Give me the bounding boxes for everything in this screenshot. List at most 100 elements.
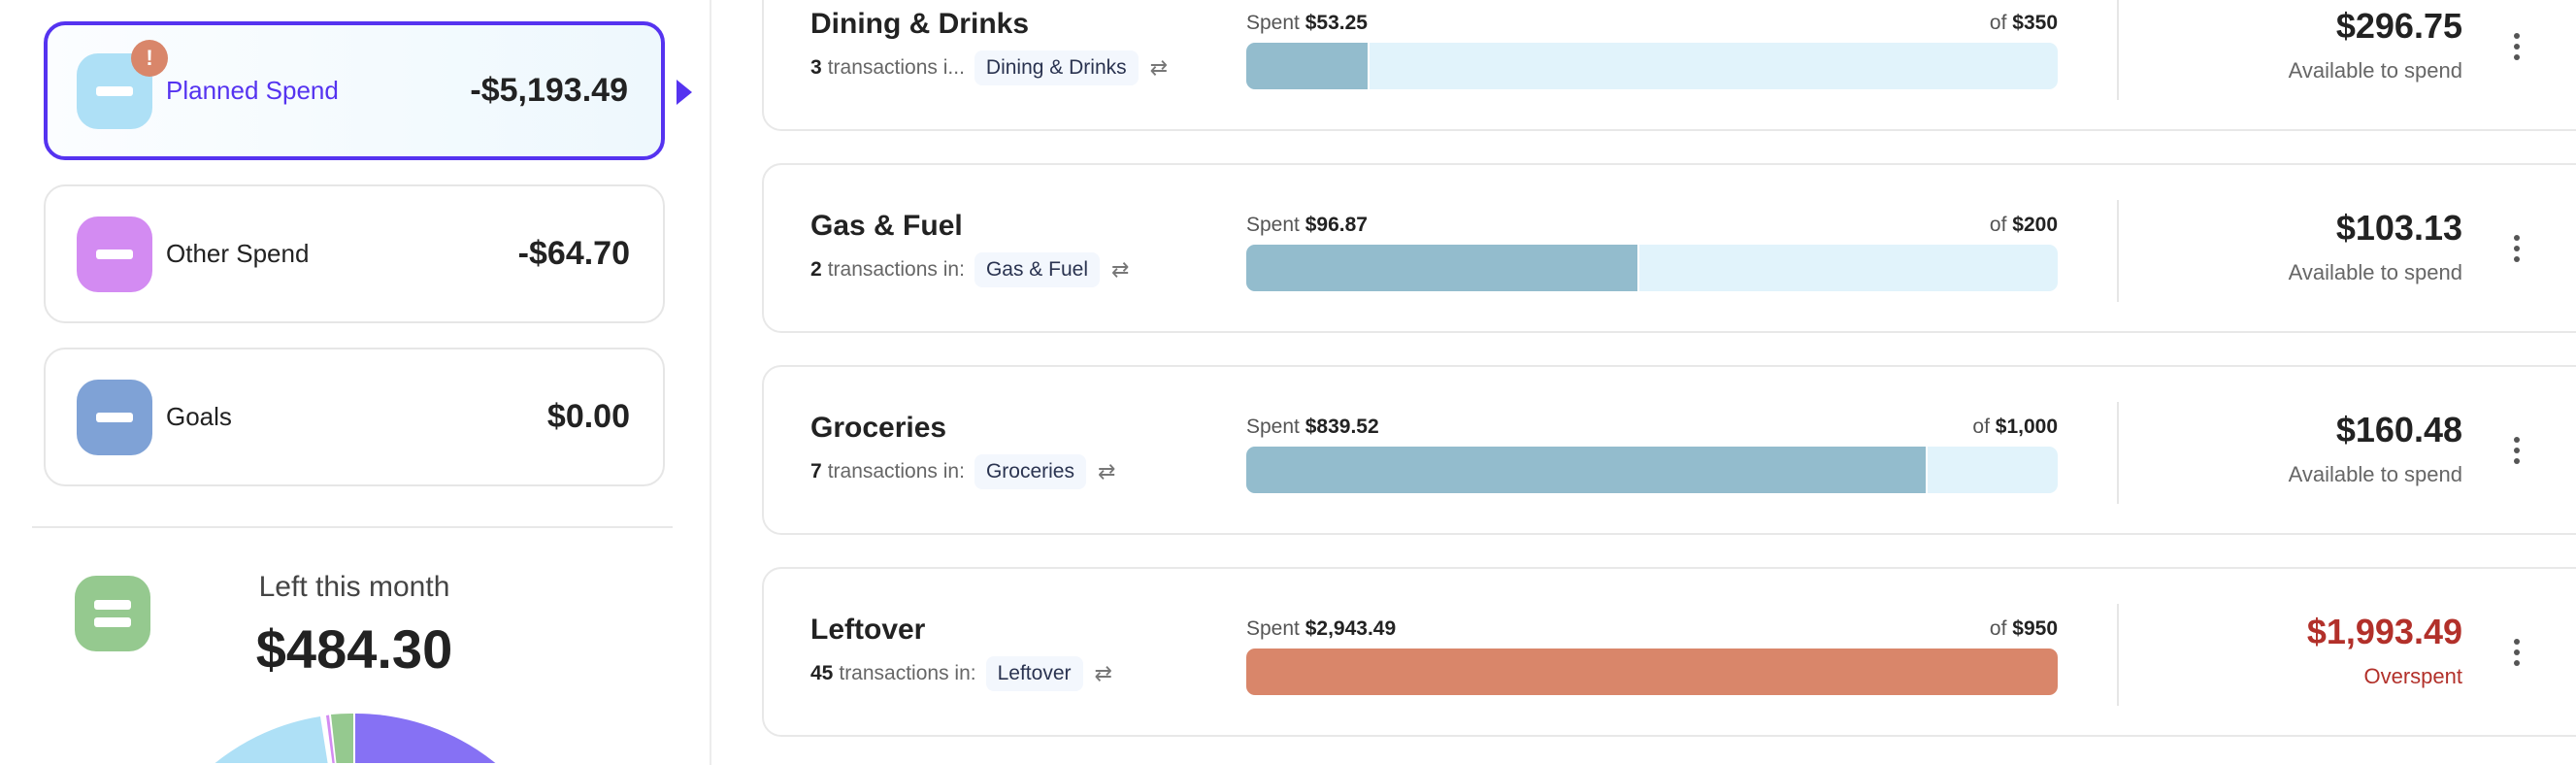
divider xyxy=(2117,604,2119,706)
pie-slice-pink xyxy=(326,715,335,763)
progress-fill xyxy=(1246,43,1371,89)
category-group-icon: ! xyxy=(77,39,168,129)
transaction-count: 45 xyxy=(810,662,834,684)
spent-label: Spent $53.25 xyxy=(1246,12,1368,35)
transactions-summary: 2 transactions in: Gas & Fuel ⇄ xyxy=(810,252,1130,287)
category-title: Leftover xyxy=(810,614,926,646)
left-this-month-label: Left this month xyxy=(258,571,450,603)
of-prefix: of xyxy=(1989,214,2007,236)
category-title: Dining & Drinks xyxy=(810,8,1030,40)
available-label: Available to spend xyxy=(2288,462,2462,486)
pie-slice-green xyxy=(331,714,353,763)
summary-label: Goals xyxy=(166,402,232,431)
transaction-text[interactable]: transactions i... xyxy=(827,56,965,79)
budget-amount: $350 xyxy=(2012,12,2058,34)
category-title: Groceries xyxy=(810,412,947,444)
more-options-icon[interactable] xyxy=(2511,639,2523,666)
category-chip[interactable]: Groceries xyxy=(974,454,1086,489)
repeat-icon[interactable]: ⇄ xyxy=(1094,661,1112,685)
progress-fill xyxy=(1246,649,2058,695)
repeat-icon[interactable]: ⇄ xyxy=(1110,257,1130,282)
spent-label: Spent $96.87 xyxy=(1246,214,1368,237)
summary-label: Planned Spend xyxy=(166,76,339,105)
more-options-icon[interactable] xyxy=(2511,33,2523,60)
summary-label: Other Spend xyxy=(166,239,310,268)
divider xyxy=(2117,200,2119,302)
spent-prefix: Spent xyxy=(1246,617,1300,640)
summary-card-planned-spend[interactable]: ! Planned Spend -$5,193.49 xyxy=(44,21,665,160)
budget-amount: $200 xyxy=(2012,214,2058,236)
spent-label: Spent $839.52 xyxy=(1246,416,1379,439)
transaction-text[interactable]: transactions in: xyxy=(839,662,976,684)
summary-amount: $0.00 xyxy=(546,398,630,435)
budget-label: of $350 xyxy=(1864,12,2058,35)
summary-card-other-spend[interactable]: Other Spend -$64.70 xyxy=(44,184,665,323)
category-title: Gas & Fuel xyxy=(810,210,963,242)
category-card[interactable]: Groceries 7 transactions in: Groceries ⇄… xyxy=(762,365,2576,535)
pie-slice-purple xyxy=(355,714,496,763)
available-amount: $1,993.49 xyxy=(2306,612,2462,651)
of-prefix: of xyxy=(1972,416,1990,438)
transaction-count: 3 xyxy=(810,56,822,79)
summary-panel: ! Planned Spend -$5,193.49 Other Spend -… xyxy=(0,0,711,765)
alert-icon: ! xyxy=(131,39,168,77)
transaction-count: 7 xyxy=(810,460,822,482)
summary-amount: -$64.70 xyxy=(517,235,630,272)
progress-bar xyxy=(1246,245,2058,291)
category-chip[interactable]: Dining & Drinks xyxy=(974,50,1139,85)
progress-fill xyxy=(1246,245,1639,291)
budget-label: of $200 xyxy=(1864,214,2058,237)
available-amount: $296.75 xyxy=(2335,6,2462,46)
spent-prefix: Spent xyxy=(1246,214,1300,236)
spent-amount: $839.52 xyxy=(1305,416,1379,438)
transaction-text[interactable]: transactions in: xyxy=(827,258,965,281)
available-label: Available to spend xyxy=(2288,260,2462,284)
pie-slice-light-blue xyxy=(215,716,328,763)
divider xyxy=(2117,402,2119,504)
more-options-icon[interactable] xyxy=(2511,235,2523,262)
progress-bar xyxy=(1246,447,2058,493)
category-card[interactable]: Gas & Fuel 2 transactions in: Gas & Fuel… xyxy=(762,163,2576,333)
budget-label: of $950 xyxy=(1864,617,2058,641)
transactions-summary: 3 transactions i... Dining & Drinks ⇄ xyxy=(810,50,1169,85)
budget-label: of $1,000 xyxy=(1864,416,2058,439)
summary-amount: -$5,193.49 xyxy=(470,72,628,109)
progress-bar xyxy=(1246,649,2058,695)
divider xyxy=(2117,0,2119,100)
category-group-icon xyxy=(77,216,152,292)
transactions-summary: 7 transactions in: Groceries ⇄ xyxy=(810,454,1116,489)
budget-pie-chart xyxy=(215,714,496,763)
summary-card-goals[interactable]: Goals $0.00 xyxy=(44,348,665,486)
left-this-month-icon xyxy=(75,576,150,651)
budget-amount: $1,000 xyxy=(1995,416,2058,438)
left-this-month-amount: $484.30 xyxy=(255,618,453,680)
spent-prefix: Spent xyxy=(1246,12,1300,34)
repeat-icon[interactable]: ⇄ xyxy=(1097,459,1116,483)
progress-fill xyxy=(1246,447,1928,493)
more-options-icon[interactable] xyxy=(2511,437,2523,464)
transactions-summary: 45 transactions in: Leftover ⇄ xyxy=(810,656,1112,691)
spent-label: Spent $2,943.49 xyxy=(1246,617,1396,641)
transaction-count: 2 xyxy=(810,258,822,281)
spent-amount: $96.87 xyxy=(1305,214,1368,236)
progress-bar xyxy=(1246,43,2058,89)
category-chip[interactable]: Gas & Fuel xyxy=(974,252,1100,287)
of-prefix: of xyxy=(1989,617,2007,640)
available-amount: $103.13 xyxy=(2335,208,2462,248)
budget-amount: $950 xyxy=(2012,617,2058,640)
available-label: Overspent xyxy=(2363,664,2463,688)
spent-amount: $53.25 xyxy=(1305,12,1368,34)
divider xyxy=(32,526,673,528)
selected-indicator-icon xyxy=(677,80,692,105)
repeat-icon[interactable]: ⇄ xyxy=(1149,55,1169,80)
category-group-icon xyxy=(77,379,152,455)
available-amount: $160.48 xyxy=(2335,410,2462,449)
available-label: Available to spend xyxy=(2288,58,2462,83)
category-card[interactable]: Leftover 45 transactions in: Leftover ⇄ … xyxy=(762,567,2576,737)
transaction-text[interactable]: transactions in: xyxy=(827,460,965,482)
category-card[interactable]: Dining & Drinks 3 transactions i... Dini… xyxy=(762,0,2576,131)
of-prefix: of xyxy=(1989,12,2007,34)
spent-prefix: Spent xyxy=(1246,416,1300,438)
spent-amount: $2,943.49 xyxy=(1305,617,1397,640)
category-chip[interactable]: Leftover xyxy=(985,656,1083,691)
